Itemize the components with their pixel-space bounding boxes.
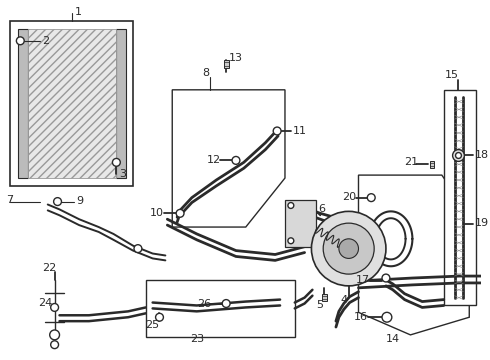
Circle shape: [456, 153, 462, 158]
Bar: [285, 199, 317, 247]
Circle shape: [112, 158, 120, 166]
Circle shape: [273, 127, 281, 135]
Text: 26: 26: [197, 298, 211, 309]
Text: 1: 1: [75, 7, 82, 17]
Circle shape: [312, 211, 386, 286]
Circle shape: [453, 150, 465, 161]
Text: 19: 19: [475, 218, 490, 228]
Circle shape: [382, 312, 392, 322]
Circle shape: [339, 239, 359, 258]
Bar: [430, 161, 435, 168]
Bar: [28, 29, 116, 178]
Text: 20: 20: [342, 192, 356, 202]
Polygon shape: [172, 90, 285, 227]
Circle shape: [382, 274, 390, 282]
Bar: [224, 60, 229, 68]
Text: 9: 9: [76, 195, 83, 206]
Text: 14: 14: [386, 334, 400, 344]
Text: 7: 7: [5, 195, 13, 204]
Circle shape: [288, 238, 294, 244]
Bar: [322, 294, 327, 301]
Circle shape: [323, 223, 374, 274]
Text: 15: 15: [444, 70, 459, 80]
Circle shape: [50, 341, 58, 348]
Text: 8: 8: [203, 68, 210, 78]
Text: 25: 25: [146, 320, 160, 330]
Text: 24: 24: [38, 297, 52, 307]
Text: 6: 6: [318, 204, 325, 215]
Text: 21: 21: [405, 157, 418, 167]
Circle shape: [156, 313, 164, 321]
Text: 13: 13: [229, 53, 243, 63]
Text: 2: 2: [42, 36, 49, 46]
Text: 11: 11: [293, 126, 307, 136]
Text: 4: 4: [340, 294, 347, 305]
Circle shape: [16, 37, 24, 45]
Circle shape: [288, 203, 294, 208]
Text: 12: 12: [207, 156, 220, 165]
Polygon shape: [359, 175, 469, 335]
Text: 17: 17: [356, 275, 369, 285]
Bar: [444, 90, 476, 306]
Bar: [146, 280, 295, 337]
Circle shape: [50, 303, 58, 311]
Text: 10: 10: [150, 208, 164, 218]
Circle shape: [222, 300, 230, 307]
Bar: [18, 29, 28, 178]
Circle shape: [134, 245, 142, 252]
Circle shape: [368, 194, 375, 202]
Text: 3: 3: [119, 169, 126, 179]
Bar: [116, 29, 126, 178]
Circle shape: [49, 330, 59, 340]
Circle shape: [53, 198, 61, 206]
Text: 22: 22: [43, 263, 57, 273]
Text: 18: 18: [475, 150, 490, 161]
Circle shape: [232, 157, 240, 164]
Text: 23: 23: [190, 334, 204, 344]
Circle shape: [176, 210, 184, 217]
Text: 16: 16: [354, 312, 368, 322]
Text: 5: 5: [316, 301, 323, 310]
Bar: [10, 21, 133, 186]
